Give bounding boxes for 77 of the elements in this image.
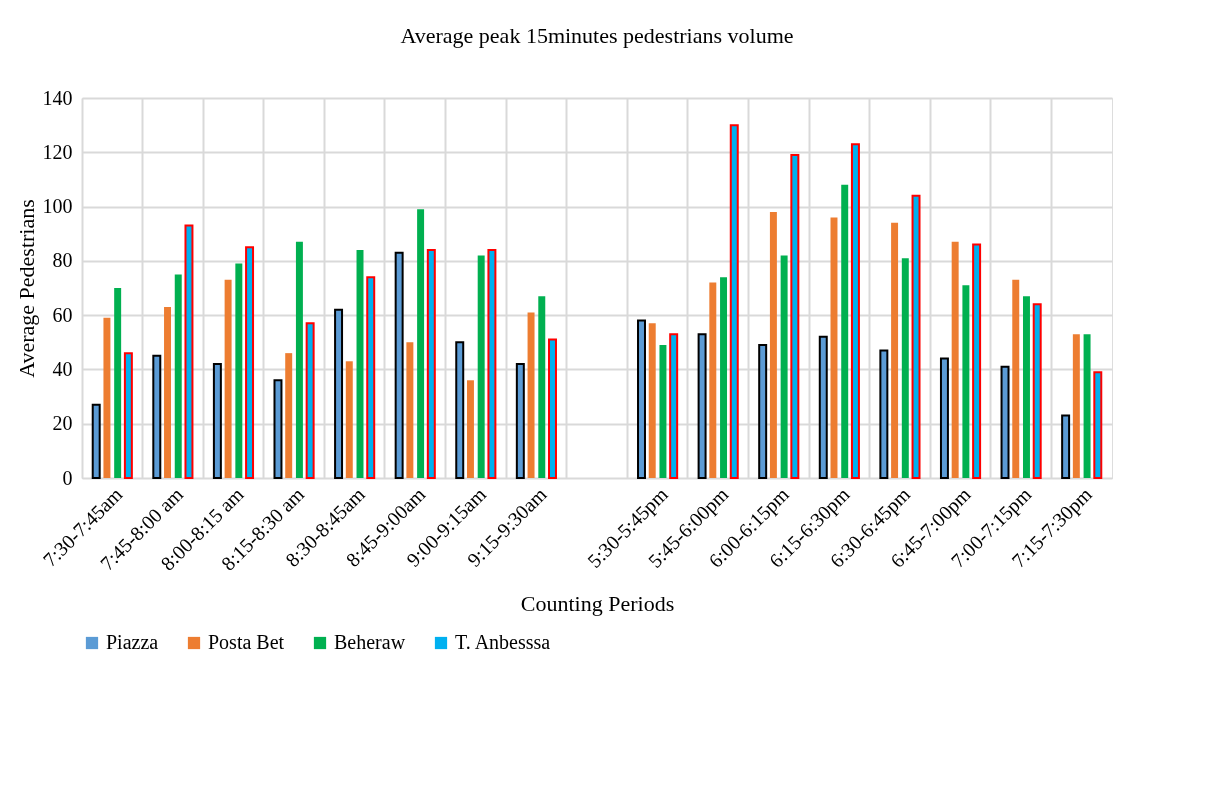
bar — [669, 333, 679, 479]
bar — [235, 263, 243, 478]
bar — [417, 209, 425, 478]
bar — [406, 342, 414, 478]
bar — [538, 296, 546, 478]
bar — [911, 194, 921, 479]
bar — [659, 345, 667, 478]
bar — [758, 344, 768, 479]
bar — [1000, 365, 1010, 479]
bar — [245, 246, 255, 479]
bar — [1032, 303, 1042, 479]
bar — [648, 323, 656, 478]
bar — [305, 322, 315, 479]
legend-label: Beheraw — [334, 631, 406, 653]
bar — [426, 249, 436, 479]
bar — [273, 379, 283, 479]
bar — [790, 154, 800, 479]
bar — [466, 380, 474, 478]
bar — [637, 319, 646, 479]
legend-label: Piazza — [106, 631, 159, 653]
bar — [841, 184, 849, 478]
bar — [697, 333, 707, 479]
bar — [939, 357, 949, 479]
bar — [114, 288, 122, 478]
bar — [91, 403, 101, 479]
bar — [515, 363, 525, 479]
bar — [212, 363, 222, 479]
bar — [345, 361, 353, 478]
bar — [729, 124, 739, 479]
y-axis-title: Average Pedestrians — [13, 199, 39, 378]
legend-label: T. Anbesssa — [455, 631, 551, 653]
bar — [972, 243, 982, 479]
bar — [366, 276, 376, 479]
bar — [103, 317, 111, 478]
bar — [1022, 296, 1030, 478]
bar — [295, 241, 303, 478]
y-tick-label: 100 — [42, 195, 73, 218]
bar — [184, 224, 194, 479]
bar — [962, 285, 970, 478]
bar — [1012, 279, 1020, 478]
chart-title: Average peak 15minutes pedestrians volume — [400, 23, 794, 48]
bar — [487, 249, 497, 479]
bar — [818, 335, 828, 479]
bar — [901, 258, 909, 478]
bar — [850, 143, 860, 479]
y-tick-label: 60 — [52, 303, 73, 326]
bar — [527, 312, 535, 478]
legend-label: Posta Bet — [208, 631, 285, 653]
bar — [334, 308, 344, 479]
bar — [769, 212, 777, 478]
bar — [951, 241, 959, 478]
bar — [394, 251, 404, 479]
y-tick-label: 80 — [52, 249, 73, 272]
bar — [879, 349, 889, 479]
x-axis-title: Counting Periods — [520, 591, 675, 617]
bar — [152, 354, 162, 479]
bar — [1072, 334, 1080, 478]
bar — [720, 277, 728, 478]
bar — [891, 222, 899, 478]
y-tick-label: 140 — [42, 86, 73, 109]
bar — [1083, 334, 1091, 478]
bar — [224, 279, 232, 478]
bar — [1061, 414, 1071, 479]
bar — [174, 274, 182, 478]
y-tick-label: 0 — [62, 466, 73, 489]
bar — [123, 352, 133, 479]
bar — [1093, 371, 1103, 479]
bar — [164, 307, 172, 478]
y-tick-label: 40 — [52, 357, 73, 380]
bar — [709, 282, 717, 478]
bar — [455, 341, 465, 479]
bar — [548, 338, 557, 479]
bar — [477, 255, 485, 478]
bar — [285, 353, 293, 478]
y-tick-label: 20 — [52, 412, 73, 435]
bar — [780, 255, 788, 478]
y-tick-label: 120 — [42, 140, 73, 163]
